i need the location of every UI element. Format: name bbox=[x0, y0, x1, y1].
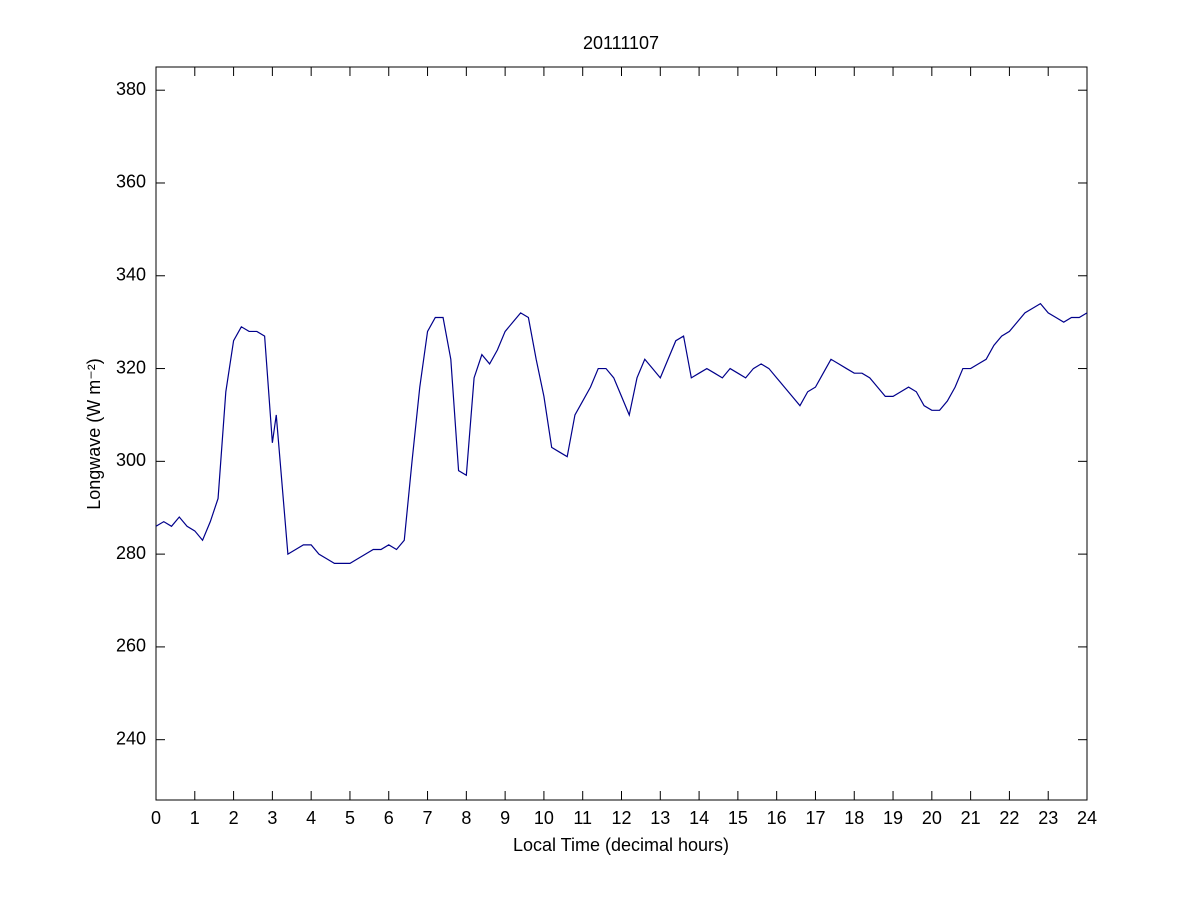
x-tick-label: 5 bbox=[345, 808, 355, 828]
x-tick-label: 23 bbox=[1038, 808, 1058, 828]
x-tick-label: 3 bbox=[267, 808, 277, 828]
x-tick-label: 20 bbox=[922, 808, 942, 828]
y-tick-label: 280 bbox=[116, 543, 146, 563]
x-tick-label: 13 bbox=[650, 808, 670, 828]
y-tick-label: 300 bbox=[116, 450, 146, 470]
x-tick-label: 1 bbox=[190, 808, 200, 828]
plot-frame bbox=[155, 66, 1088, 801]
x-tick-label: 24 bbox=[1077, 808, 1097, 828]
y-tick-label: 360 bbox=[116, 172, 146, 192]
x-tick-label: 22 bbox=[999, 808, 1019, 828]
x-tick-label: 8 bbox=[461, 808, 471, 828]
x-tick-label: 21 bbox=[961, 808, 981, 828]
x-tick-label: 14 bbox=[689, 808, 709, 828]
y-axis-label: Longwave (W m⁻²) bbox=[84, 358, 104, 510]
x-tick-label: 6 bbox=[384, 808, 394, 828]
x-tick-label: 16 bbox=[767, 808, 787, 828]
x-tick-label: 2 bbox=[229, 808, 239, 828]
x-tick-label: 15 bbox=[728, 808, 748, 828]
x-tick-label: 10 bbox=[534, 808, 554, 828]
x-tick-label: 7 bbox=[423, 808, 433, 828]
x-tick-label: 11 bbox=[573, 808, 592, 828]
x-tick-label: 19 bbox=[883, 808, 903, 828]
x-tick-label: 9 bbox=[500, 808, 510, 828]
x-tick-label: 12 bbox=[611, 808, 631, 828]
chart-title: 20111107 bbox=[583, 33, 659, 53]
x-axis-label: Local Time (decimal hours) bbox=[513, 835, 729, 855]
x-tick-label: 17 bbox=[805, 808, 825, 828]
y-tick-label: 340 bbox=[116, 265, 146, 285]
y-tick-label: 320 bbox=[116, 357, 146, 377]
x-tick-label: 18 bbox=[844, 808, 864, 828]
y-tick-label: 240 bbox=[116, 728, 146, 748]
data-line bbox=[155, 302, 1088, 564]
y-tick-label: 380 bbox=[116, 79, 146, 99]
x-tick-label: 0 bbox=[151, 808, 161, 828]
y-tick-label: 260 bbox=[116, 636, 146, 656]
x-tick-label: 4 bbox=[306, 808, 316, 828]
